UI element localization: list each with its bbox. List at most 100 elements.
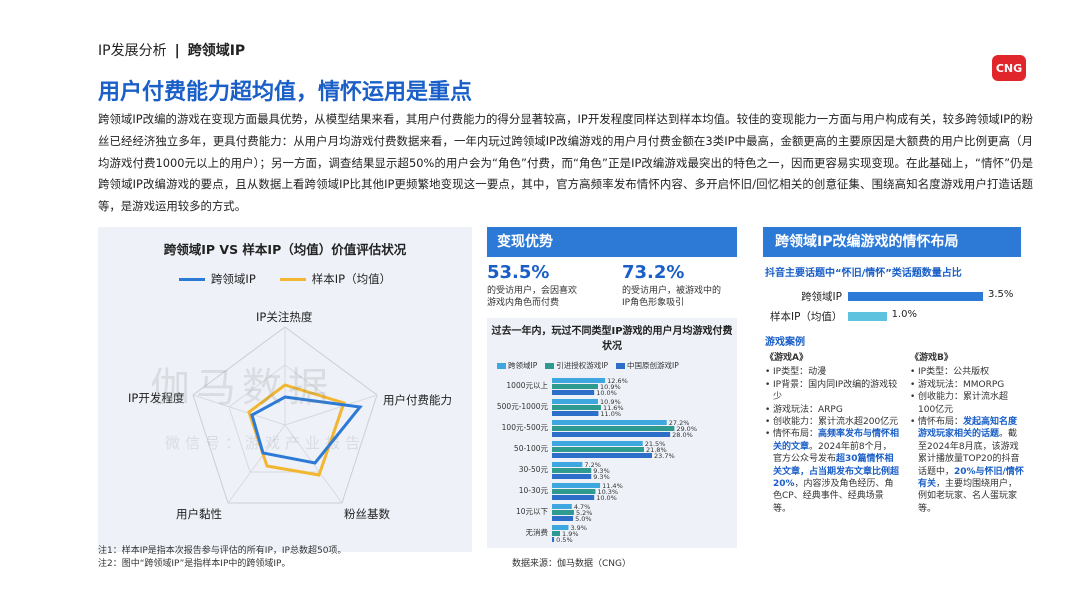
layout-prefix: 情怀布局： [918,417,964,428]
legend-label-sample: 样本IP（均值） [311,272,392,286]
radar-axis-3: 用户黏性 [176,507,222,521]
payment-bar-label: 5.2% [576,509,593,517]
topic-bar [848,292,983,301]
payment-bar-label: 7.2% [584,461,601,469]
payment-bar [552,447,644,452]
cng-logo: CNG [992,55,1026,81]
footnote-1: 注1：样本IP是指本次报告参与评估的所有IP，IP总数超50项。 [98,546,347,556]
layout-middle: 。2024年前8个月，官方公众号发布 [773,441,892,465]
topic-bar-value: 1.0% [891,309,917,320]
kpi-desc-line1: 的受访用户，会因喜欢 [487,286,578,296]
payment-bar-label: 10.3% [597,488,618,496]
payment-bar [552,384,598,389]
payment-bar [552,462,583,467]
payment-bar [552,399,598,404]
payment-bar-label: 10.0% [596,389,617,397]
kpi-value: 53.5% [487,262,550,283]
legend-line-cross [178,277,205,281]
payment-bar-label: 5.0% [575,515,592,523]
payment-bar-label: 11.0% [600,410,621,418]
legend-swatch [615,363,625,369]
payment-bar-label: 0.5% [556,536,573,544]
breadcrumb-separator: | [174,43,180,59]
game-b-item: 游戏玩法：MMORPG [910,379,1025,392]
radar-axis-1: 用户付费能力 [383,393,452,407]
radar-series-sample [247,383,346,477]
game-a-name: 《游戏A》 [765,353,808,363]
payment-bar [552,483,601,488]
legend-item-cross: 跨领域IP [178,271,256,287]
breadcrumb-section: IP发展分析 [98,43,167,59]
radar-spoke-2 [284,394,378,426]
radar-axis-0: IP关注热度 [256,310,313,324]
payment-bar-label: 29.0% [676,425,697,433]
payment-bar-label: 27.2% [669,419,690,427]
payment-bar [552,405,601,410]
payment-bar [552,453,652,458]
payment-bar [552,489,596,494]
category-label: 10-30元 [519,486,549,495]
layout-suffix: ，主要均围绕用户，例如老玩家、名人蛋玩家等。 [918,479,1018,514]
topic-bar-label: 样本IP（均值） [770,311,843,323]
chart-legend-item: 跨领域IP [497,360,537,371]
game-a-item: IP背景：国内同IP改编的游戏较少 [765,379,900,404]
radar-chart [192,326,378,504]
payment-bar-label: 9.3% [593,473,610,481]
payment-bar-label: 10.9% [600,398,621,406]
payment-bar [552,531,561,536]
radar-spoke-5 [192,394,286,426]
payment-bar [552,516,574,521]
chart-legend-item: 引进授权游戏IP [545,360,608,371]
layout-prefix: 情怀布局： [773,429,819,440]
payment-bar [552,411,599,416]
chart-title: 过去一年内，玩过不同类型IP游戏的用户月均游戏付费状况 [491,326,733,352]
radar-series-cross [250,395,363,465]
payment-bar-label: 10.0% [596,494,617,502]
payment-bar-label: 1.9% [562,530,579,538]
legend-swatch [545,363,555,369]
game-a-layout: 情怀布局：高频率发布与情怀相关的文章。2024年前8个月，官方公众号发布超30篇… [765,428,900,515]
kpi-role-payment: 53.5% 的受访用户，会因喜欢 游戏内角色而付费 [487,262,577,309]
breadcrumb: IP发展分析 | 跨领域IP [98,40,245,60]
payment-chart-panel: 过去一年内，玩过不同类型IP游戏的用户月均游戏付费状况 跨领域IP 引进授权游戏… [487,318,737,548]
breadcrumb-current: 跨领域IP [187,43,246,59]
payment-bar [552,426,675,431]
category-label: 无消费 [526,527,549,537]
watermark-main: 伽马数据 [150,365,334,411]
topic-bar [848,312,887,321]
payment-bar [552,504,572,509]
chart-legend-item: 中国原创游戏IP [615,360,679,371]
category-label: 500元-1000元 [497,402,549,411]
payment-bar [552,510,574,515]
payment-bar-label: 12.6% [607,377,628,385]
payment-bar [552,537,555,542]
layout-highlight: 发起高知名度游戏玩家相关的话题 [918,417,1018,440]
radar-axis-2: 粉丝基数 [344,507,390,521]
legend-label: 跨领域IP [508,361,538,370]
game-a-item: 创收能力：累计流水超200亿元 [765,416,900,429]
payment-bar [552,420,667,425]
layout-highlight: 超30篇情怀相关文章，占当期发布文章比例超20% [773,454,900,490]
topic-bar-label: 跨领域IP [801,291,842,303]
footnotes: 注1：样本IP是指本次报告参与评估的所有IP，IP总数超50项。 注2：图中“跨… [98,545,346,571]
footnote-2: 注2：图中“跨领域IP”是指样本IP中的跨领域IP。 [98,559,291,569]
radar-title: 跨领域IP VS 样本IP（均值）价值评估状况 [163,242,407,257]
game-b-case: 《游戏B》 IP类型：公共版权 游戏玩法：MMORPG 创收能力：累计流水超10… [910,352,1025,515]
legend-item-sample: 样本IP（均值） [279,271,392,287]
game-a-item: 游戏玩法：ARPG [765,404,900,417]
category-label: 30-50元 [519,465,549,474]
game-b-item: IP类型：公共版权 [910,366,1025,379]
layout-suffix: ，内容涉及角色经历、角色CP、经典事件、经典场景等。 [773,479,894,514]
payment-bar [552,378,606,383]
payment-bar-label: 28.0% [672,431,693,439]
legend-swatch [497,363,506,369]
payment-bar [552,525,569,530]
monetization-heading: 变现优势 [487,227,737,257]
radar-panel: 跨领域IP VS 样本IP（均值）价值评估状况 跨领域IP 样本IP（均值） I… [98,227,472,552]
layout-highlight: 20%与怀旧/情怀有关 [918,466,1024,490]
game-a-item: IP类型：动漫 [765,366,900,379]
payment-bar-label: 23.7% [654,452,675,460]
topic-bar-value: 3.5% [988,289,1014,300]
page-title: 用户付费能力超均值，情怀运用是重点 [98,80,473,105]
category-label: 1000元以上 [506,381,548,390]
